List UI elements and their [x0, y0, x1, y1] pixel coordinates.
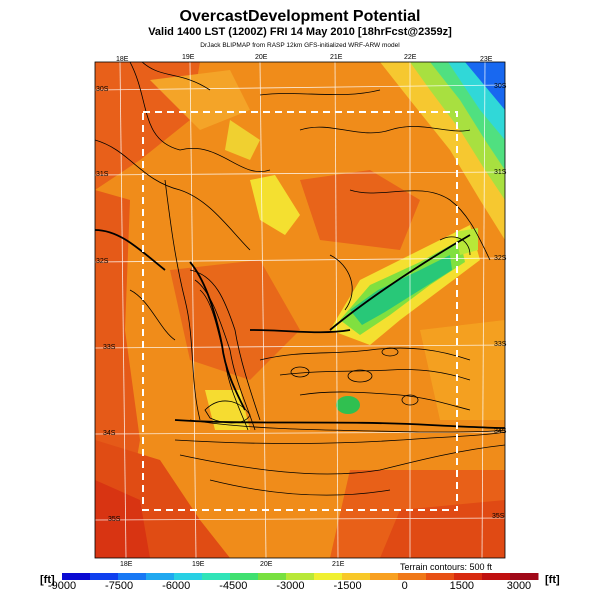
- lon-label-bottom: 18E: [120, 561, 133, 568]
- lat-label-right: 35S: [492, 513, 505, 520]
- colorbar-swatch: [510, 573, 539, 580]
- colorbar-swatch: [314, 573, 343, 580]
- colorbar-tick-label: -9000: [47, 580, 77, 592]
- map-frame: [94, 61, 506, 559]
- lon-label-top: 22E: [404, 54, 417, 61]
- colorbar-tick-label: 0: [401, 580, 408, 592]
- inner-domain-boundary: [142, 111, 458, 511]
- colorbar-swatch: [146, 573, 175, 580]
- colorbar-tick-label: -7500: [105, 580, 134, 592]
- lon-label-top: 23E: [480, 56, 493, 63]
- colorbar-tick-label: -4500: [219, 580, 248, 592]
- lat-label-left: 34S: [103, 430, 116, 437]
- lon-label-bottom: 19E: [192, 561, 205, 568]
- valid-time-subtitle: Valid 1400 LST (1200Z) FRI 14 May 2010 […: [148, 26, 452, 38]
- colorbar-tick-label: 3000: [506, 580, 532, 592]
- lat-label-left: 33S: [103, 344, 116, 351]
- lat-label-right: 30S: [494, 83, 507, 90]
- terrain-contour-note: Terrain contours: 500 ft: [400, 562, 493, 572]
- lat-label-left: 35S: [108, 516, 121, 523]
- lat-label-right: 33S: [494, 341, 507, 348]
- lat-label-right: 32S: [494, 255, 507, 262]
- colorbar: [62, 573, 539, 580]
- colorbar-swatch: [482, 573, 511, 580]
- colorbar-unit-right: [ft]: [545, 574, 560, 586]
- lat-label-right: 31S: [494, 169, 507, 176]
- colorbar-swatch: [174, 573, 203, 580]
- colorbar-tick-label: -6000: [162, 580, 191, 592]
- colorbar-swatch: [454, 573, 483, 580]
- lon-label-top: 21E: [330, 54, 343, 61]
- colorbar-swatch: [258, 573, 287, 580]
- colorbar-swatch: [202, 573, 231, 580]
- lon-label-top: 18E: [116, 56, 129, 63]
- colorbar-swatch: [426, 573, 455, 580]
- colorbar-swatch: [398, 573, 427, 580]
- lon-label-bottom: 20E: [260, 561, 273, 568]
- lon-label-top: 20E: [255, 54, 268, 61]
- colorbar-swatch: [62, 573, 91, 580]
- lat-label-left: 32S: [96, 258, 109, 265]
- colorbar-tick-label: 1500: [449, 580, 475, 592]
- lat-label-left: 31S: [96, 171, 109, 178]
- lon-label-top: 19E: [182, 54, 195, 61]
- colorbar-swatch: [342, 573, 371, 580]
- model-credit: DrJack BLIPMAP from RASP 12km GFS-initia…: [200, 42, 400, 49]
- colorbar-swatch: [370, 573, 399, 580]
- colorbar-swatch: [286, 573, 315, 580]
- lat-label-right: 34S: [494, 428, 507, 435]
- lat-label-left: 30S: [96, 86, 109, 93]
- colorbar-swatch: [90, 573, 119, 580]
- colorbar-swatch: [118, 573, 147, 580]
- colorbar-unit-left: [ft]: [40, 574, 55, 586]
- map-title: OvercastDevelopment Potential: [179, 8, 421, 25]
- map-field: [95, 62, 505, 558]
- lon-label-bottom: 21E: [332, 561, 345, 568]
- colorbar-tick-label: -1500: [333, 580, 362, 592]
- colorbar-tick-label: -3000: [276, 580, 305, 592]
- colorbar-swatch: [230, 573, 259, 580]
